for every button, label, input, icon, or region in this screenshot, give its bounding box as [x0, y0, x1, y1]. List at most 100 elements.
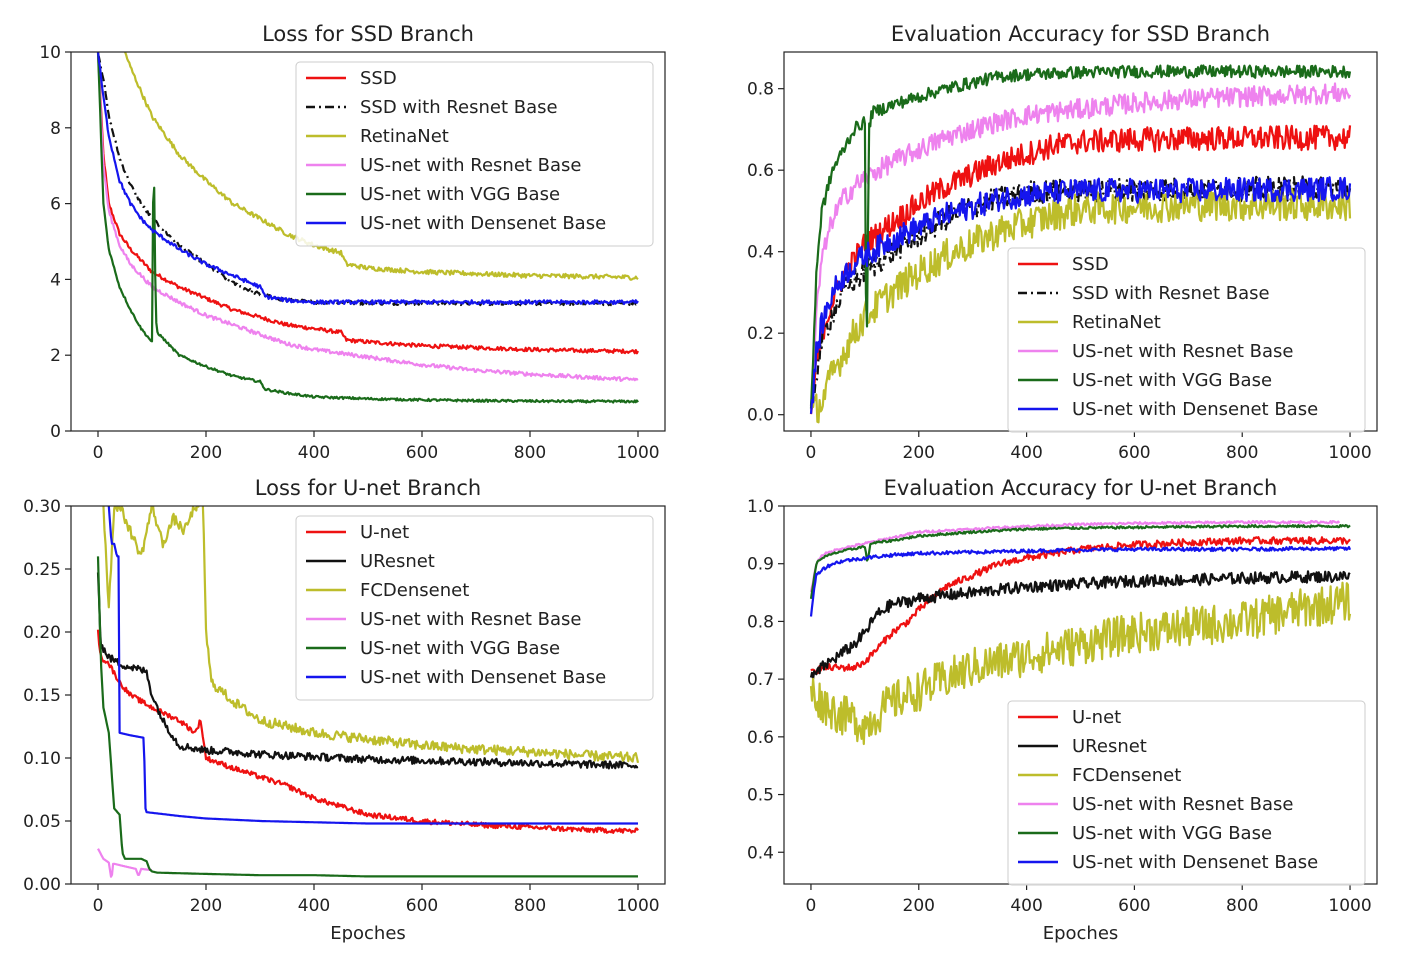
y-tick-label: 0.15	[23, 686, 61, 706]
x-tick-label: 1000	[1328, 443, 1371, 463]
x-tick-label: 0	[806, 896, 817, 916]
x-tick-label: 0	[806, 443, 817, 463]
series-line-u-net	[96, 629, 639, 835]
series-line-us-net-with-resnet-base	[809, 82, 1352, 411]
legend-label: US-net with Resnet Base	[360, 155, 582, 176]
series-line-us-net-with-densenet-base	[809, 545, 1352, 617]
y-tick-label: 0.5	[747, 786, 774, 806]
series-line-us-net-with-resnet-base	[97, 848, 153, 878]
legend-label: US-net with VGG Base	[360, 184, 560, 205]
series-line-us-net-with-resnet-base	[96, 52, 639, 382]
x-tick-label: 1000	[616, 443, 659, 463]
chart-panel-1: 0 200 400 600 800 1000 0 2 4 6 8 10 Loss for SSD Bra…	[39, 22, 666, 463]
series-line-us-net-with-densenet-base	[809, 176, 1352, 414]
legend: SSD SSD with Resnet Base RetinaNet US-net w…	[295, 61, 654, 247]
series-line-retinanet	[809, 187, 1352, 424]
x-tick-label: 200	[190, 896, 222, 916]
chart-panel-4: 0 200 400 600 800 1000 0.4 0.5 0.6 0.7 0.8 0.9 1.0 Ev…	[747, 476, 1378, 944]
y-tick-label: 0.30	[23, 497, 61, 517]
legend-label: US-net with Densenet Base	[1072, 399, 1318, 420]
legend-label: FCDensenet	[360, 580, 469, 601]
legend-label: US-net with Resnet Base	[360, 609, 582, 630]
series-line-us-net-with-densenet-base	[96, 52, 639, 306]
x-axis-label: Epoches	[330, 923, 406, 944]
y-tick-label: 1.0	[747, 497, 774, 517]
x-tick-label: 0	[93, 443, 104, 463]
legend-label: U-net	[360, 522, 409, 543]
y-tick-label: 0	[50, 422, 61, 442]
x-tick-label: 1000	[616, 896, 659, 916]
x-tick-label: 400	[298, 443, 330, 463]
legend-label: SSD with Resnet Base	[1072, 283, 1270, 304]
legend-label: SSD	[360, 68, 397, 89]
x-tick-label: 200	[903, 896, 935, 916]
axes-frame	[70, 51, 666, 432]
legend-label: UResnet	[360, 551, 435, 572]
chart-panel-2: 0 200 400 600 800 1000 0.0 0.2 0.4 0.6 0.8 Evaluati…	[747, 22, 1378, 463]
y-tick-label: 0.8	[747, 80, 774, 100]
series-line-ssd	[809, 124, 1352, 415]
y-tick-label: 4	[50, 270, 61, 290]
legend-label: UResnet	[1072, 736, 1147, 757]
legend-label: US-net with VGG Base	[1072, 370, 1272, 391]
y-tick-label: 0.8	[747, 612, 774, 632]
legend-label: US-net with VGG Base	[360, 638, 560, 659]
y-tick-label: 0.00	[23, 875, 61, 895]
y-tick-label: 0.6	[747, 728, 774, 748]
y-tick-label: 0.9	[747, 555, 774, 575]
legend-label: FCDensenet	[1072, 765, 1181, 786]
series-line-uresnet	[809, 570, 1351, 680]
series-line-us-net-with-vgg-base	[809, 64, 1352, 409]
legend-label: US-net with Densenet Base	[360, 213, 606, 234]
series-line-fcdensenet	[102, 506, 640, 764]
series-line-us-net-with-vgg-base	[96, 556, 639, 878]
x-tick-label: 600	[1118, 896, 1150, 916]
y-tick-label: 0.10	[23, 749, 61, 769]
y-tick-label: 0.4	[747, 843, 774, 863]
x-tick-label: 600	[406, 443, 438, 463]
y-tick-label: 8	[50, 119, 61, 139]
series-line-us-net-with-vgg-base	[96, 52, 639, 404]
x-tick-label: 0	[93, 896, 104, 916]
x-tick-label: 400	[1010, 443, 1042, 463]
y-tick-label: 0.05	[23, 812, 61, 832]
x-tick-label: 200	[190, 443, 222, 463]
series-line-ssd	[96, 52, 639, 355]
y-tick-label: 0.0	[747, 406, 774, 426]
y-tick-label: 0.25	[23, 560, 61, 580]
x-tick-label: 800	[514, 443, 546, 463]
x-tick-label: 800	[1226, 443, 1258, 463]
legend-label: RetinaNet	[1072, 312, 1161, 333]
series-line-uresnet	[96, 572, 639, 770]
x-tick-label: 800	[1226, 896, 1258, 916]
chart-panel-3: 0 200 400 600 800 1000 0.00 0.05 0.10 0.15 0.20 0.2…	[23, 476, 666, 944]
series-line-us-net-with-vgg-base	[809, 523, 1351, 599]
series-line-retinanet	[123, 52, 639, 281]
legend: U-net UResnet FCDensenet US-net with Resnet…	[295, 515, 654, 701]
y-tick-label: 2	[50, 346, 61, 366]
legend-label: SSD	[1072, 254, 1109, 275]
chart-title: Loss for SSD Branch	[262, 22, 474, 46]
y-tick-label: 10	[39, 43, 61, 63]
series-line-u-net	[810, 536, 1351, 675]
y-tick-label: 0.7	[747, 670, 774, 690]
x-tick-label: 1000	[1328, 896, 1371, 916]
x-tick-label: 400	[298, 896, 330, 916]
legend-label: US-net with Densenet Base	[1072, 852, 1318, 873]
legend-label: US-net with Densenet Base	[360, 667, 606, 688]
x-tick-label: 800	[514, 896, 546, 916]
y-tick-label: 0.4	[747, 243, 774, 263]
y-tick-label: 0.20	[23, 623, 61, 643]
x-tick-label: 200	[903, 443, 935, 463]
legend-label: US-net with Resnet Base	[1072, 794, 1294, 815]
legend-label: U-net	[1072, 707, 1121, 728]
series-line-us-net-with-densenet-base	[107, 506, 639, 825]
legend: SSD SSD with Resnet Base RetinaNet US-net w…	[1007, 247, 1366, 433]
x-axis-label: Epoches	[1043, 923, 1119, 944]
series-line-ssd-with-resnet-base	[96, 53, 639, 307]
legend-label: US-net with VGG Base	[1072, 823, 1272, 844]
y-tick-label: 6	[50, 195, 61, 215]
chart-title: Evaluation Accuracy for SSD Branch	[891, 22, 1270, 46]
y-tick-label: 0.2	[747, 324, 774, 344]
chart-title: Evaluation Accuracy for U-net Branch	[884, 476, 1278, 500]
